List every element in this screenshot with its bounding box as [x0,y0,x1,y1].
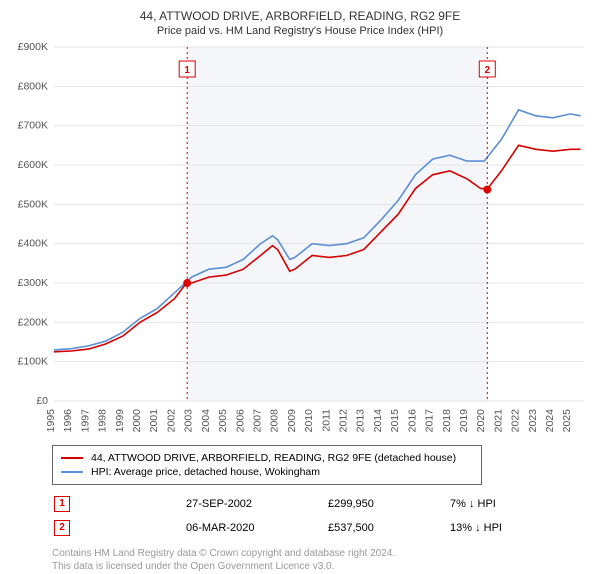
svg-text:£100K: £100K [18,355,48,367]
svg-text:£300K: £300K [18,277,48,289]
svg-text:2002: 2002 [165,409,177,433]
svg-text:2019: 2019 [458,409,470,433]
svg-text:2001: 2001 [148,409,160,433]
marker-number-box: 2 [54,520,70,536]
svg-text:2017: 2017 [424,409,436,433]
svg-text:£0: £0 [36,395,48,407]
legend-swatch [61,457,83,459]
svg-text:2022: 2022 [510,409,522,433]
svg-text:1998: 1998 [97,409,109,433]
svg-text:1996: 1996 [62,409,74,433]
marker-cell: 2 [54,517,184,539]
legend-label: HPI: Average price, detached house, Woki… [91,466,320,478]
svg-text:2011: 2011 [320,409,332,432]
legend-label: 44, ATTWOOD DRIVE, ARBORFIELD, READING, … [91,452,456,464]
footer-line-1: Contains HM Land Registry data © Crown c… [52,547,590,561]
footer-text: Contains HM Land Registry data © Crown c… [52,547,590,574]
svg-text:2020: 2020 [475,409,487,433]
svg-text:2013: 2013 [355,409,367,433]
svg-text:£200K: £200K [18,316,48,328]
svg-text:£800K: £800K [18,80,48,92]
svg-text:2015: 2015 [389,409,401,433]
svg-text:1: 1 [184,65,190,76]
svg-text:£600K: £600K [18,159,48,171]
svg-text:1995: 1995 [45,409,57,433]
svg-text:2012: 2012 [338,409,350,433]
svg-text:£400K: £400K [18,237,48,249]
svg-text:£700K: £700K [18,119,48,131]
svg-text:1999: 1999 [114,409,126,433]
svg-text:2007: 2007 [251,409,263,433]
svg-text:2023: 2023 [527,409,539,433]
line-chart: £0 £100K £200K £300K £400K £500K £600K £700K £80… [10,41,590,441]
svg-text:1997: 1997 [79,409,91,433]
marker-cell: 1 [54,493,184,515]
legend-swatch [61,471,83,473]
svg-text:2010: 2010 [303,409,315,433]
legend-item: 44, ATTWOOD DRIVE, ARBORFIELD, READING, … [61,452,473,464]
svg-text:2000: 2000 [131,409,143,433]
svg-text:£500K: £500K [18,198,48,210]
table-row: 1 27-SEP-2002£299,9507% ↓ HPI [54,493,570,515]
chart-subtitle: Price paid vs. HM Land Registry's House … [10,25,590,37]
svg-text:2003: 2003 [183,409,195,433]
svg-text:2024: 2024 [544,409,556,433]
svg-text:2: 2 [485,65,491,76]
svg-text:2008: 2008 [269,409,281,433]
svg-text:2009: 2009 [286,409,298,433]
tx-price: £299,950 [328,493,448,515]
tx-diff: 7% ↓ HPI [450,493,570,515]
chart-title: 44, ATTWOOD DRIVE, ARBORFIELD, READING, … [10,8,590,25]
tx-diff: 13% ↓ HPI [450,517,570,539]
svg-text:2004: 2004 [200,409,212,433]
svg-text:2016: 2016 [406,409,418,433]
svg-text:2006: 2006 [234,409,246,433]
chart-area: £0 £100K £200K £300K £400K £500K £600K £700K £80… [10,41,590,441]
tx-date: 27-SEP-2002 [186,493,326,515]
tx-date: 06-MAR-2020 [186,517,326,539]
title-block: 44, ATTWOOD DRIVE, ARBORFIELD, READING, … [10,8,590,37]
svg-text:2014: 2014 [372,409,384,433]
svg-text:£900K: £900K [18,41,48,53]
marker-number-box: 1 [54,496,70,512]
svg-text:2018: 2018 [441,409,453,433]
transactions-table: 1 27-SEP-2002£299,9507% ↓ HPI 2 06-MAR-2020… [52,491,572,541]
legend-item: HPI: Average price, detached house, Woki… [61,466,473,478]
legend: 44, ATTWOOD DRIVE, ARBORFIELD, READING, … [52,445,482,485]
svg-text:2005: 2005 [217,409,229,433]
tx-price: £537,500 [328,517,448,539]
svg-text:2021: 2021 [492,409,504,433]
table-row: 2 06-MAR-2020£537,50013% ↓ HPI [54,517,570,539]
svg-text:2025: 2025 [561,409,573,433]
footer-line-2: This data is licensed under the Open Gov… [52,560,590,574]
